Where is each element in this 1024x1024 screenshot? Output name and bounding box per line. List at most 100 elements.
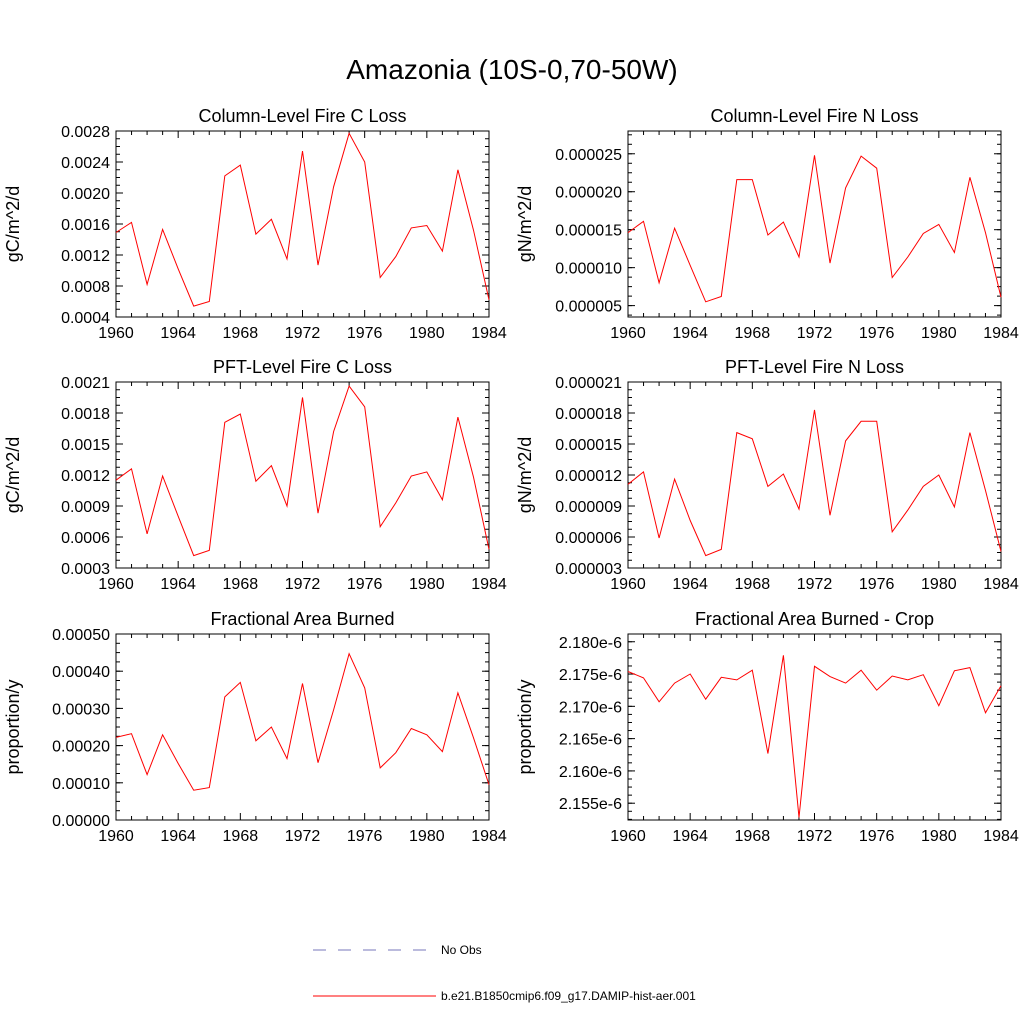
y-tick-label: 0.0012	[61, 468, 110, 485]
x-tick-label: 1960	[98, 576, 134, 593]
x-tick-label: 1976	[347, 576, 383, 593]
chart-panel-2: Column-Level Fire N Loss gN/m^2/d 1960 1964…	[515, 106, 1019, 342]
legend-model-label: b.e21.B1850cmip6.f09_g17.DAMIP-hist-aer.…	[441, 989, 696, 1003]
chart-title: PFT-Level Fire C Loss	[213, 357, 392, 377]
y-axis-label: proportion/y	[515, 679, 535, 774]
y-tick-label: 0.000015	[555, 223, 622, 240]
x-tick-label: 1964	[160, 828, 196, 845]
y-tick-label: 0.0006	[61, 530, 110, 547]
chart-panel-4: PFT-Level Fire N Loss gN/m^2/d 1960 1964 196…	[515, 357, 1019, 593]
series-line	[627, 409, 1002, 557]
y-tick-label: 2.160e-6	[559, 764, 622, 781]
series-line	[115, 385, 490, 557]
y-tick-label: 0.0009	[61, 499, 110, 516]
chart-panel-1: Column-Level Fire C Loss gC/m^2/d 1960 1964…	[3, 106, 507, 342]
y-tick-label: 2.175e-6	[559, 667, 622, 684]
figure-title: Amazonia (10S-0,70-50W)	[346, 54, 678, 85]
x-tick-label: 1984	[983, 828, 1019, 845]
y-tick-label: 2.155e-6	[559, 796, 622, 813]
y-tick-label: 0.000020	[555, 185, 622, 202]
x-tick-label: 1972	[285, 828, 321, 845]
y-tick-label: 0.0008	[61, 279, 110, 296]
y-tick-label: 0.0015	[61, 437, 110, 454]
x-tick-label: 1980	[921, 325, 957, 342]
y-tick-label: 2.165e-6	[559, 732, 622, 749]
x-tick-label: 1980	[921, 828, 957, 845]
chart-title: Fractional Area Burned - Crop	[695, 609, 934, 629]
x-tick-label: 1964	[160, 576, 196, 593]
y-tick-label: 0.00020	[52, 739, 110, 756]
x-tick-label: 1968	[735, 325, 771, 342]
y-tick-label: 0.0024	[61, 155, 110, 172]
chart-title: PFT-Level Fire N Loss	[725, 357, 904, 377]
legend-obs-label: No Obs	[441, 943, 482, 957]
plot-frame	[115, 130, 490, 318]
y-tick-label: 0.000018	[555, 406, 622, 423]
x-tick-label: 1980	[409, 576, 445, 593]
x-tick-label: 1972	[797, 828, 833, 845]
y-axis-label: gN/m^2/d	[515, 437, 535, 513]
y-tick-label: 0.0004	[61, 310, 110, 327]
x-tick-label: 1976	[859, 576, 895, 593]
x-tick-label: 1972	[797, 325, 833, 342]
x-tick-label: 1968	[735, 828, 771, 845]
x-tick-label: 1960	[610, 576, 646, 593]
x-tick-label: 1960	[610, 828, 646, 845]
x-tick-label: 1984	[983, 576, 1019, 593]
y-tick-label: 0.0016	[61, 217, 110, 234]
x-tick-label: 1980	[409, 325, 445, 342]
x-tick-label: 1960	[98, 828, 134, 845]
y-axis-label: gC/m^2/d	[3, 186, 23, 262]
x-tick-label: 1976	[347, 325, 383, 342]
y-tick-label: 0.0012	[61, 248, 110, 265]
series-line	[115, 131, 490, 307]
x-tick-label: 1960	[610, 325, 646, 342]
y-tick-label: 0.0018	[61, 406, 110, 423]
y-tick-label: 0.0003	[61, 561, 110, 578]
x-tick-label: 1972	[285, 576, 321, 593]
y-tick-label: 0.000025	[555, 147, 622, 164]
y-tick-label: 0.000003	[555, 561, 622, 578]
x-tick-label: 1960	[98, 325, 134, 342]
x-tick-label: 1968	[223, 576, 259, 593]
x-tick-label: 1968	[223, 828, 259, 845]
y-tick-label: 0.000005	[555, 299, 622, 316]
x-tick-label: 1976	[347, 828, 383, 845]
y-tick-label: 0.00040	[52, 664, 110, 681]
plot-frame	[627, 130, 1002, 318]
chart-title: Fractional Area Burned	[210, 609, 394, 629]
y-axis-label: gC/m^2/d	[3, 437, 23, 513]
chart-panel-5: Fractional Area Burned proportion/y 1960 19…	[3, 609, 507, 845]
x-tick-label: 1972	[797, 576, 833, 593]
chart-panel-6: Fractional Area Burned - Crop proportion/…	[515, 609, 1019, 845]
y-tick-label: 0.000010	[555, 261, 622, 278]
x-tick-label: 1984	[983, 325, 1019, 342]
y-tick-label: 0.0020	[61, 186, 110, 203]
x-tick-label: 1964	[672, 828, 708, 845]
y-axis-label: proportion/y	[3, 679, 23, 774]
plot-frame	[627, 633, 1002, 821]
plot-frame	[115, 633, 490, 821]
chart-title: Column-Level Fire N Loss	[710, 106, 918, 126]
x-tick-label: 1964	[672, 576, 708, 593]
plot-frame	[115, 381, 490, 569]
chart-title: Column-Level Fire C Loss	[198, 106, 406, 126]
x-tick-label: 1980	[409, 828, 445, 845]
y-tick-label: 0.0021	[61, 375, 110, 392]
x-tick-label: 1976	[859, 828, 895, 845]
y-tick-label: 0.0028	[61, 124, 110, 141]
x-tick-label: 1984	[471, 325, 507, 342]
y-tick-label: 0.000009	[555, 499, 622, 516]
y-tick-label: 0.00010	[52, 776, 110, 793]
x-tick-label: 1964	[672, 325, 708, 342]
y-tick-label: 0.000006	[555, 530, 622, 547]
y-tick-label: 0.000015	[555, 437, 622, 454]
y-tick-label: 0.00030	[52, 701, 110, 718]
y-tick-label: 0.000021	[555, 375, 622, 392]
y-axis-label: gN/m^2/d	[515, 186, 535, 262]
x-tick-label: 1968	[223, 325, 259, 342]
x-tick-label: 1984	[471, 828, 507, 845]
y-tick-label: 2.170e-6	[559, 699, 622, 716]
x-tick-label: 1984	[471, 576, 507, 593]
